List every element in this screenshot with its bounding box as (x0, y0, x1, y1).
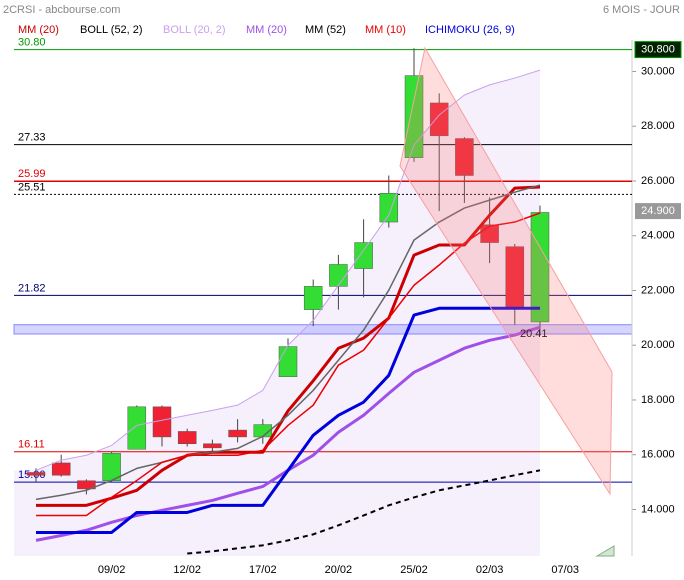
candle-body (379, 193, 399, 223)
indicator-line (35, 184, 541, 501)
chart-subtitle: 6 MOIS - JOUR (603, 4, 680, 16)
level-label: 30.80 (18, 36, 46, 48)
y-tick-label: 20.000 (641, 339, 675, 351)
indicator-line (36, 185, 541, 507)
candle-body (127, 406, 147, 450)
y-tick-label: 26.000 (641, 175, 675, 187)
last-price-label: 24.900 (641, 205, 675, 217)
candle-body (404, 75, 424, 158)
indicator-line (36, 306, 540, 534)
chart-title: 2CRSI - abcbourse.com (3, 4, 120, 16)
corner-marker (595, 545, 615, 557)
plot: 14.000 16.000 18.000 20.000 22.000 24.000 26.0… (13, 24, 682, 576)
band-label: 20.41 (520, 328, 548, 340)
legend-entry: MM (10) (365, 24, 406, 36)
y-tick-label: 16.000 (641, 449, 675, 461)
candle-body (455, 138, 474, 176)
legend-entry: ICHIMOKU (26, 9) (425, 24, 515, 36)
y-tick-label: 18.000 (641, 394, 675, 406)
legend-entry: MM (20) (246, 24, 287, 36)
candle-body (329, 264, 348, 287)
candle-body (177, 431, 197, 445)
level-label: 16.11 (18, 439, 45, 451)
y-tick-label: 14.000 (641, 503, 675, 515)
x-tick-label: 09/02 (98, 564, 126, 576)
x-tick-label: 12/02 (173, 564, 201, 576)
candle-body (228, 429, 247, 438)
level-price-label: 30.800 (641, 43, 675, 55)
candle-body (203, 443, 222, 449)
trend-channel (399, 46, 613, 496)
candle-body (26, 472, 46, 476)
x-tick-label: 07/03 (551, 564, 579, 576)
y-tick-label: 28.000 (641, 120, 675, 132)
candle-body (278, 346, 298, 377)
level-label: 21.82 (18, 282, 46, 294)
indicator-line (187, 469, 541, 555)
last-price-box (635, 203, 681, 220)
candle-body (77, 480, 96, 490)
x-tick-label: 02/03 (476, 564, 504, 576)
legend-entry: MM (52) (305, 24, 346, 36)
y-tick-label: 30.000 (641, 65, 675, 77)
x-tick-label: 20/02 (325, 564, 353, 576)
y-tick-label: 24.000 (641, 230, 675, 242)
candle-body (303, 286, 323, 310)
level-price-box (634, 41, 682, 59)
x-tick-label: 25/02 (400, 564, 428, 576)
y-tick-label: 22.000 (641, 284, 675, 296)
indicator-line (36, 212, 541, 517)
candle-body (51, 462, 71, 476)
level-label: 25.99 (18, 168, 46, 180)
candle-body (354, 242, 373, 269)
legend-entry: BOLL (20, 2) (163, 24, 226, 36)
level-label: 25.51 (18, 181, 46, 193)
legend-entry: BOLL (52, 2) (80, 24, 143, 36)
x-tick-label: 17/02 (249, 564, 277, 576)
level-label: 27.33 (18, 131, 46, 143)
legend-entry: MM (20) (18, 24, 59, 36)
